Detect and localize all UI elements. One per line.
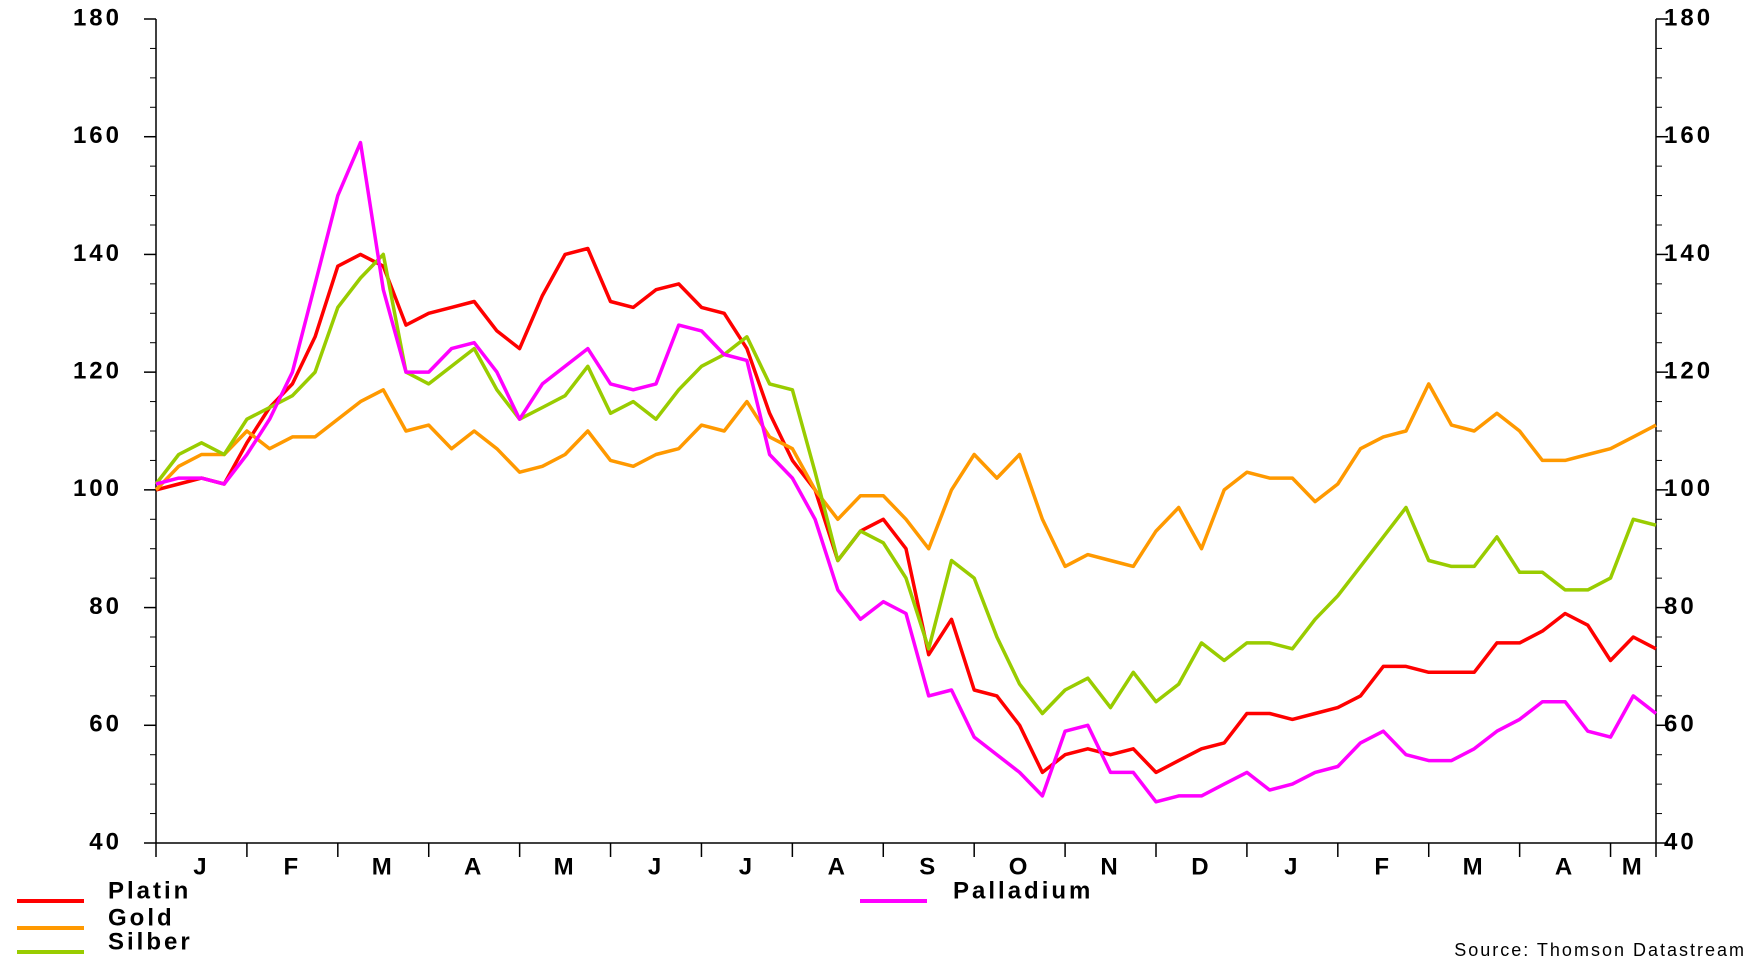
legend-label: Silber xyxy=(108,928,193,955)
y-tick-label: 140 xyxy=(73,240,122,267)
x-tick-label: J xyxy=(739,853,755,880)
y-tick-label-right: 140 xyxy=(1664,240,1713,267)
y-tick-label-right: 180 xyxy=(1664,4,1713,31)
y-tick-label: 100 xyxy=(73,475,122,502)
series-line xyxy=(154,252,1657,716)
x-tick-label: A xyxy=(1555,853,1575,880)
x-tick-label: N xyxy=(1100,853,1120,880)
series-line xyxy=(154,382,1657,569)
series-line xyxy=(155,246,1657,775)
x-tick-label: M xyxy=(1622,853,1645,880)
y-tick-label-right: 160 xyxy=(1664,122,1713,149)
x-tick-label: J xyxy=(193,853,209,880)
y-tick-label-right: 120 xyxy=(1664,357,1713,384)
legend-label: Gold xyxy=(108,904,175,931)
x-tick-label: F xyxy=(1374,853,1392,880)
x-tick-label: J xyxy=(1284,853,1300,880)
x-tick-label: S xyxy=(919,853,938,880)
y-tick-label: 80 xyxy=(89,593,122,620)
y-tick-label: 60 xyxy=(89,711,122,738)
x-tick-label: M xyxy=(1463,853,1486,880)
y-tick-label: 40 xyxy=(89,828,122,855)
x-tick-label: J xyxy=(648,853,664,880)
y-tick-label-right: 40 xyxy=(1664,828,1697,855)
series-line xyxy=(155,140,1658,804)
x-tick-label: M xyxy=(554,853,577,880)
x-tick-label: F xyxy=(284,853,302,880)
x-tick-label: A xyxy=(828,853,848,880)
y-tick-label-right: 80 xyxy=(1664,593,1697,620)
y-tick-label-right: 60 xyxy=(1664,711,1697,738)
y-tick-label: 120 xyxy=(73,357,122,384)
x-tick-label: O xyxy=(1009,853,1031,880)
legend-label: Palladium xyxy=(953,877,1093,904)
y-tick-label-right: 100 xyxy=(1664,475,1713,502)
y-tick-label: 160 xyxy=(73,122,122,149)
y-tick-label: 180 xyxy=(73,4,122,31)
x-tick-label: D xyxy=(1191,853,1211,880)
x-tick-label: M xyxy=(372,853,395,880)
legend-label: Platin xyxy=(108,877,191,904)
x-tick-label: A xyxy=(464,853,484,880)
source-note: Source: Thomson Datastream xyxy=(1454,940,1746,960)
